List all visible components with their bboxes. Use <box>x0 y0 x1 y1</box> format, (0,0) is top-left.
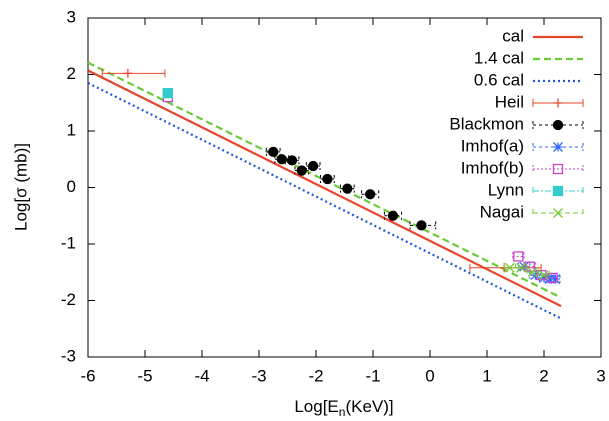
legend-label: Imhof(b) <box>461 158 524 177</box>
legend-label: Heil <box>495 92 524 111</box>
legend-label: Lynn <box>488 180 524 199</box>
marker <box>286 155 298 166</box>
series-line <box>87 69 562 308</box>
marker <box>123 68 133 78</box>
marker <box>547 272 558 284</box>
legend-label: 0.6 cal <box>474 70 524 89</box>
marker <box>387 210 399 221</box>
y-tick-label: 1 <box>67 120 76 139</box>
y-tick-label: -3 <box>61 346 76 365</box>
marker <box>527 267 538 278</box>
legend-label: 1.4 cal <box>474 48 524 67</box>
x-tick-label: 0 <box>425 366 434 385</box>
x-tick-label: -2 <box>308 366 323 385</box>
marker <box>553 142 563 152</box>
x-tick-label: -5 <box>137 366 152 385</box>
x-tick-label: -1 <box>365 366 380 385</box>
x-label-part: Log[E <box>294 397 338 416</box>
marker <box>416 220 427 231</box>
x-tick-label: 2 <box>539 366 548 385</box>
marker <box>296 165 307 176</box>
marker <box>552 185 564 197</box>
marker <box>276 154 287 165</box>
marker <box>552 119 564 131</box>
x-label-part: (KeV)] <box>345 397 393 416</box>
marker <box>553 208 563 218</box>
y-tick-label: -2 <box>61 290 76 309</box>
x-axis-label: Log[En(KeV)] <box>294 397 393 419</box>
marker <box>307 160 319 172</box>
marker <box>553 98 563 108</box>
marker <box>268 146 279 158</box>
marker <box>162 87 173 99</box>
marker <box>544 274 555 284</box>
error-bar <box>101 69 166 78</box>
marker <box>550 274 561 284</box>
marker <box>552 163 564 175</box>
marker <box>516 262 527 273</box>
x-tick-label: 1 <box>482 366 491 385</box>
y-axis-label: Log[σ (mb)] <box>11 143 30 231</box>
legend-label: cal <box>502 26 524 45</box>
marker <box>342 183 353 194</box>
x-tick-label: -4 <box>194 366 209 385</box>
x-tick-label: -6 <box>80 366 95 385</box>
x-label-part: n <box>339 405 346 419</box>
marker <box>539 270 549 281</box>
marker <box>504 262 515 273</box>
error-bar <box>537 271 551 280</box>
marker <box>513 251 524 262</box>
legend-label: Nagai <box>480 202 524 221</box>
y-tick-label: 0 <box>67 177 76 196</box>
error-bar <box>512 252 525 261</box>
series-line <box>87 81 562 320</box>
marker <box>524 261 535 272</box>
marker <box>322 173 333 185</box>
x-tick-label: -3 <box>251 366 266 385</box>
marker <box>536 269 547 281</box>
x-tick-label: 3 <box>596 366 605 385</box>
error-bar <box>523 262 536 271</box>
marker <box>364 189 376 200</box>
legend-swatch <box>532 165 584 173</box>
y-tick-label: 3 <box>67 7 76 26</box>
legend-label: Blackmon <box>449 114 524 133</box>
legend-label: Imhof(a) <box>461 136 524 155</box>
marker <box>539 272 549 283</box>
y-tick-label: 2 <box>67 64 76 83</box>
error-bar <box>515 263 528 272</box>
y-tick-label: -1 <box>61 233 76 252</box>
